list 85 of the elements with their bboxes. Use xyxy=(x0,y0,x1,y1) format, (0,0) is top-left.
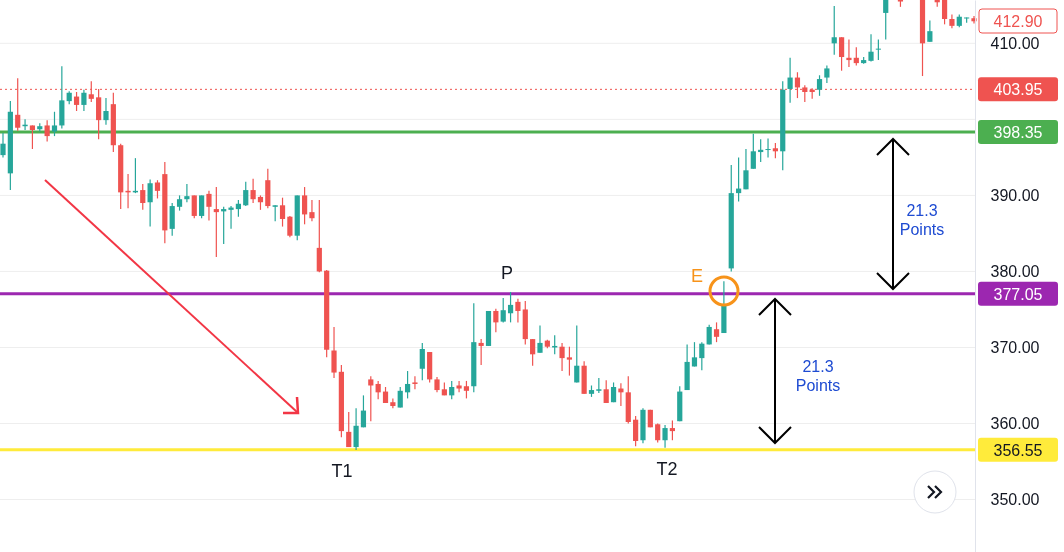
candlestick xyxy=(493,308,499,333)
candlestick xyxy=(691,341,698,368)
candlestick xyxy=(787,57,793,104)
candlestick xyxy=(574,324,580,384)
candlestick xyxy=(73,91,80,112)
annotation: E xyxy=(690,266,704,286)
candlestick xyxy=(537,324,543,354)
candlestick xyxy=(566,346,573,377)
y-tick-label: 350.00 xyxy=(990,491,1040,509)
candlestick xyxy=(838,36,845,72)
candlestick xyxy=(184,183,190,203)
candlestick xyxy=(29,124,36,150)
candlestick xyxy=(868,33,874,63)
candlestick xyxy=(103,97,109,126)
candlestick xyxy=(515,298,521,323)
candlestick xyxy=(603,379,609,404)
candlestick xyxy=(662,424,668,449)
candlestick xyxy=(831,5,837,56)
candlestick xyxy=(404,370,411,400)
candlestick xyxy=(191,194,197,219)
candlestick xyxy=(500,297,506,323)
candlestick xyxy=(397,386,403,409)
candlestick xyxy=(530,338,536,367)
candlestick xyxy=(390,397,396,409)
candlestick xyxy=(412,375,418,390)
candlestick xyxy=(316,199,322,273)
candlestick xyxy=(353,407,359,451)
annotation: P xyxy=(500,263,514,283)
candlestick xyxy=(279,197,286,228)
candlestick xyxy=(633,415,639,447)
annotation: 21.3 Points xyxy=(899,202,945,239)
candlestick xyxy=(507,291,514,323)
annotation: T2 xyxy=(656,459,678,479)
ref-line-label: 403.95 xyxy=(993,81,1043,99)
candlestick xyxy=(449,380,455,400)
candlestick xyxy=(618,382,624,407)
candlestick xyxy=(206,190,212,222)
candlestick xyxy=(213,186,219,258)
y-tick-label: 370.00 xyxy=(990,339,1040,357)
candlestick xyxy=(243,181,249,207)
candlestick xyxy=(199,194,205,219)
candlestick xyxy=(154,179,161,200)
candlestick xyxy=(883,0,889,41)
candlestick xyxy=(699,341,705,371)
candlestick xyxy=(669,419,675,441)
y-tick-label: 380.00 xyxy=(990,263,1040,281)
candlestick xyxy=(927,19,933,43)
candlestick xyxy=(309,199,315,222)
y-tick-label: 390.00 xyxy=(990,187,1040,205)
candlestick xyxy=(44,119,50,143)
text: 412.90 xyxy=(993,13,1043,30)
candlestick xyxy=(287,215,293,238)
ref-line-label: 356.55 xyxy=(993,441,1043,459)
candlestick xyxy=(368,375,374,422)
candlestick xyxy=(456,380,462,393)
candlestick xyxy=(51,111,58,137)
candlestick xyxy=(0,132,6,158)
candlestick xyxy=(140,183,146,211)
candlestick xyxy=(250,178,256,204)
candlestick xyxy=(302,186,308,225)
candlestick xyxy=(419,342,425,381)
candlestick xyxy=(846,38,852,68)
candlestick xyxy=(147,178,153,228)
candlestick xyxy=(743,148,749,190)
candlestick xyxy=(765,137,771,158)
candlestick xyxy=(346,411,352,448)
candlestick xyxy=(169,202,175,237)
candlestick xyxy=(375,380,381,400)
candlestick xyxy=(81,89,87,112)
candlestick xyxy=(875,38,881,61)
y-tick-label: 410.00 xyxy=(990,34,1040,52)
candlestick xyxy=(559,342,565,372)
annotation: 21.3 Points xyxy=(795,358,841,395)
candlestick xyxy=(750,133,756,170)
ref-line-label: 377.05 xyxy=(993,285,1043,303)
candlestick xyxy=(228,205,234,230)
candlestick xyxy=(331,326,337,379)
candlestick xyxy=(360,394,367,428)
y-tick-label: 360.00 xyxy=(990,415,1040,433)
ref-line-label: 398.35 xyxy=(993,123,1043,141)
annotation: T1 xyxy=(331,461,353,481)
candlestick xyxy=(941,0,948,25)
candlestick xyxy=(816,74,823,97)
candlestick xyxy=(478,338,484,366)
candlestick xyxy=(713,321,720,343)
